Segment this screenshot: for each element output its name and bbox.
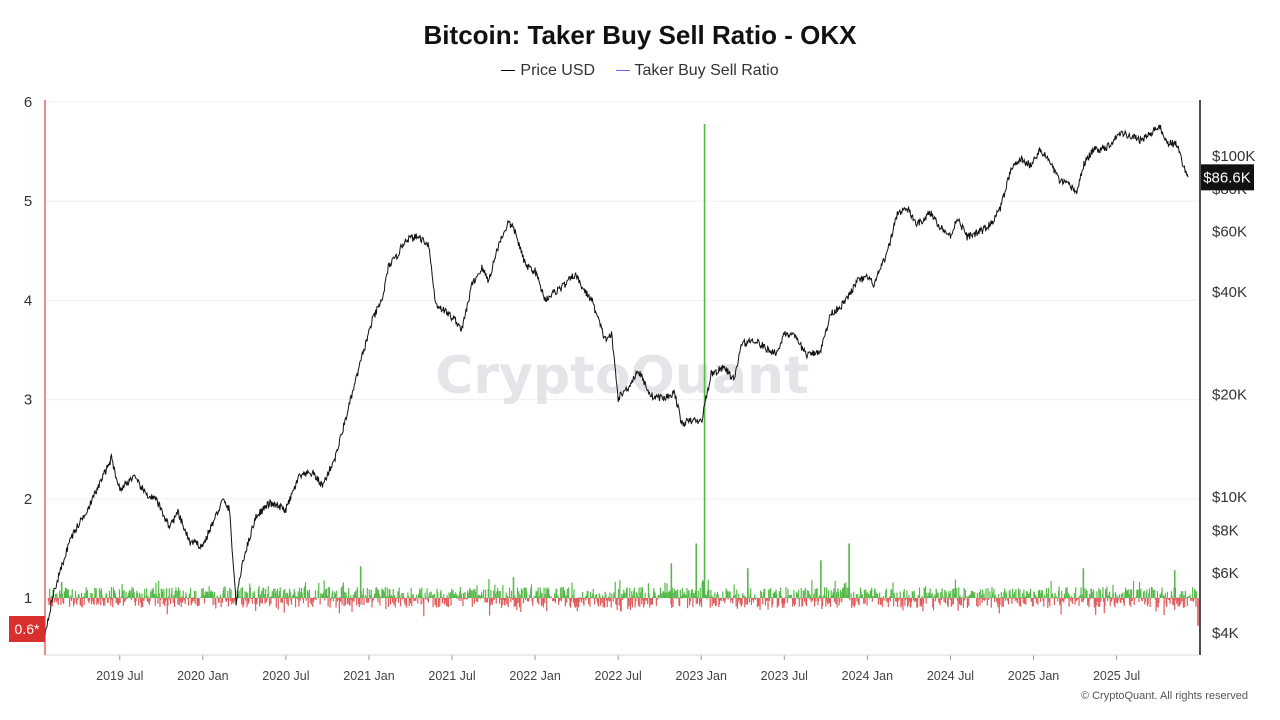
right-tick-label: $8K	[1212, 522, 1239, 539]
chart-legend: Price USD Taker Buy Sell Ratio	[0, 62, 1280, 80]
current-ratio-label: 0.6*	[15, 621, 40, 637]
right-tick-label: $20K	[1212, 387, 1247, 404]
left-tick-label: 3	[24, 392, 32, 409]
right-tick-label: $100K	[1212, 148, 1255, 165]
left-tick-label: 1	[24, 590, 32, 607]
x-tick-label: 2024 Jan	[842, 669, 893, 683]
x-tick-label: 2020 Jan	[177, 669, 228, 683]
right-tick-label: $4K	[1212, 625, 1239, 642]
right-tick-label: $40K	[1212, 284, 1247, 301]
legend-ratio-label: Taker Buy Sell Ratio	[634, 62, 779, 79]
x-tick-label: 2025 Jul	[1093, 669, 1140, 683]
x-tick-label: 2023 Jul	[761, 669, 808, 683]
x-tick-label: 2020 Jul	[262, 669, 309, 683]
price-line	[44, 124, 1189, 636]
copyright-text: © CryptoQuant. All rights reserved	[1080, 690, 1248, 702]
right-tick-label: $6K	[1212, 565, 1239, 582]
x-tick-label: 2022 Jul	[595, 669, 642, 683]
left-tick-label: 5	[24, 193, 32, 210]
current-ratio-badge	[9, 616, 45, 642]
x-tick-label: 2022 Jan	[509, 669, 560, 683]
legend-price-swatch	[501, 70, 516, 72]
right-tick-label: $10K	[1212, 489, 1247, 506]
x-tick-label: 2024 Jul	[927, 669, 974, 683]
x-tick-label: 2023 Jan	[676, 669, 727, 683]
x-tick-label: 2019 Jul	[96, 669, 143, 683]
x-tick-label: 2021 Jan	[343, 669, 394, 683]
x-tick-label: 2021 Jul	[428, 669, 475, 683]
left-tick-label: 4	[24, 292, 32, 309]
legend-ratio-swatch	[615, 70, 630, 72]
current-price-badge	[1201, 164, 1254, 191]
current-price-label: $86.6K	[1203, 169, 1251, 186]
right-tick-label: $60K	[1212, 224, 1247, 241]
legend-item-ratio[interactable]: Taker Buy Sell Ratio	[615, 62, 779, 80]
legend-item-price[interactable]: Price USD	[501, 62, 595, 80]
chart-title: Bitcoin: Taker Buy Sell Ratio - OKX	[423, 20, 857, 50]
watermark-text: CryptoQuant	[435, 346, 809, 406]
x-tick-label: 2025 Jan	[1008, 669, 1059, 683]
legend-price-label: Price USD	[520, 62, 596, 79]
left-tick-label: 2	[24, 491, 32, 508]
left-tick-label: 6	[24, 94, 32, 111]
